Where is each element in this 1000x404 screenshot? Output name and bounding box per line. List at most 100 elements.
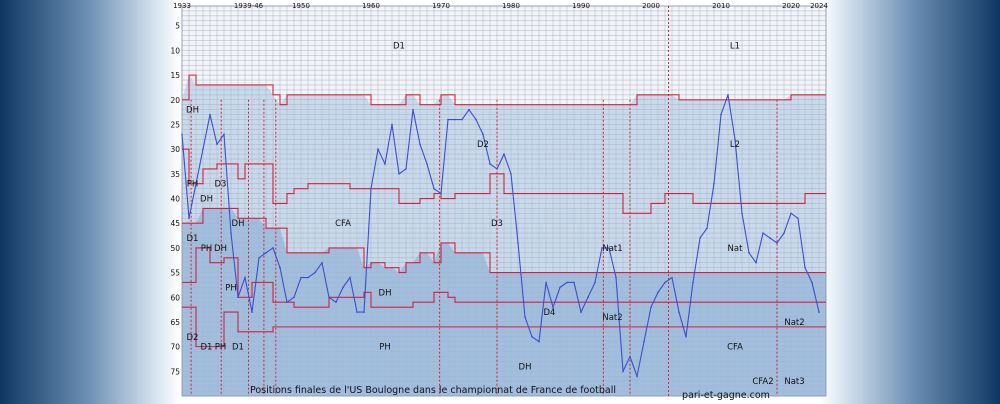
division-label: L1 (730, 41, 740, 51)
position-point (797, 217, 799, 220)
position-point (321, 261, 323, 264)
position-point (531, 335, 533, 338)
division-label: D2 (187, 333, 199, 343)
division-boundary-3 (182, 247, 826, 308)
position-point (776, 242, 778, 244)
position-point (545, 281, 547, 284)
division-label: D3 (491, 219, 503, 229)
division-label: Nat (728, 244, 744, 254)
position-point (713, 182, 715, 185)
position-point (671, 276, 673, 279)
y-tick-label: 30 (170, 145, 180, 154)
position-point (734, 138, 736, 141)
position-point (510, 173, 512, 175)
division-label: DH (186, 106, 199, 116)
position-point (440, 192, 442, 195)
position-point (195, 182, 197, 185)
position-point (244, 276, 246, 279)
position-point (741, 212, 743, 215)
position-point (503, 153, 505, 155)
position-point (454, 118, 456, 121)
x-tick-label: 1939-46 (234, 2, 264, 10)
division-label: D3 (215, 180, 227, 190)
position-point (720, 113, 722, 116)
position-point (678, 311, 680, 313)
y-tick-label: 50 (170, 244, 180, 253)
position-point (573, 281, 575, 284)
division-label: PH (187, 180, 199, 190)
division-label: CFA (727, 343, 743, 353)
x-tick-label: 2000 (642, 2, 660, 10)
y-tick-label: 45 (170, 219, 180, 228)
position-point (664, 281, 666, 284)
x-tick-label: 1980 (502, 2, 520, 10)
division-label: CFA (335, 219, 351, 229)
position-point (258, 256, 260, 259)
position-point (405, 168, 407, 170)
position-point (580, 311, 582, 313)
position-point (377, 148, 379, 150)
position-point (433, 187, 435, 190)
position-point (342, 286, 344, 289)
position-point (517, 242, 519, 244)
position-point (328, 296, 330, 299)
division-label: CFA2 (752, 377, 773, 387)
division-label: D1 (187, 234, 199, 244)
position-point (363, 311, 365, 313)
position-point (699, 237, 701, 239)
position-point (293, 296, 295, 299)
position-point (279, 266, 281, 269)
chart-credit: pari-et-gagne.com (682, 390, 770, 400)
position-point (426, 163, 428, 165)
position-point (587, 296, 589, 299)
position-point (370, 187, 372, 190)
position-point (538, 340, 540, 343)
position-point (391, 123, 393, 126)
position-point (300, 276, 302, 279)
position-point (727, 94, 729, 96)
y-tick-label: 75 (170, 367, 180, 376)
division-label: PH (225, 283, 237, 293)
position-point (237, 296, 239, 299)
position-point (398, 173, 400, 175)
division-boundary-2 (182, 207, 826, 274)
position-point (251, 311, 253, 313)
position-point (314, 271, 316, 274)
position-point (811, 281, 813, 284)
position-point (468, 108, 470, 111)
position-point (755, 261, 757, 264)
position-point (643, 340, 645, 343)
position-point (230, 232, 232, 234)
x-tick-label: 1970 (432, 2, 450, 10)
plot-frame (181, 5, 827, 397)
position-point (706, 227, 708, 229)
position-point (384, 163, 386, 165)
position-point (790, 212, 792, 215)
position-point (769, 237, 771, 239)
y-tick-label: 65 (170, 318, 180, 327)
position-point (804, 266, 806, 269)
division-label: DH (214, 244, 227, 254)
division-label: Nat2 (784, 318, 804, 328)
position-point (209, 113, 211, 116)
x-tick-label: 1950 (292, 2, 310, 10)
division-label: DH (379, 288, 392, 298)
division-label: D1 (393, 41, 405, 51)
division-label: PH (215, 343, 227, 353)
position-point (307, 276, 309, 279)
division-label: DH (200, 195, 213, 205)
x-tick-label: 1933 (173, 2, 191, 10)
position-point (216, 143, 218, 146)
position-point (657, 291, 659, 294)
division-boundary-0 (182, 74, 826, 106)
y-tick-label: 5 (175, 22, 180, 31)
position-point (524, 316, 526, 318)
division-label: Nat3 (784, 377, 804, 387)
position-point (475, 118, 477, 121)
position-point (685, 335, 687, 338)
y-tick-label: 10 (170, 46, 180, 55)
position-point (552, 306, 554, 308)
y-tick-label: 35 (170, 170, 180, 179)
